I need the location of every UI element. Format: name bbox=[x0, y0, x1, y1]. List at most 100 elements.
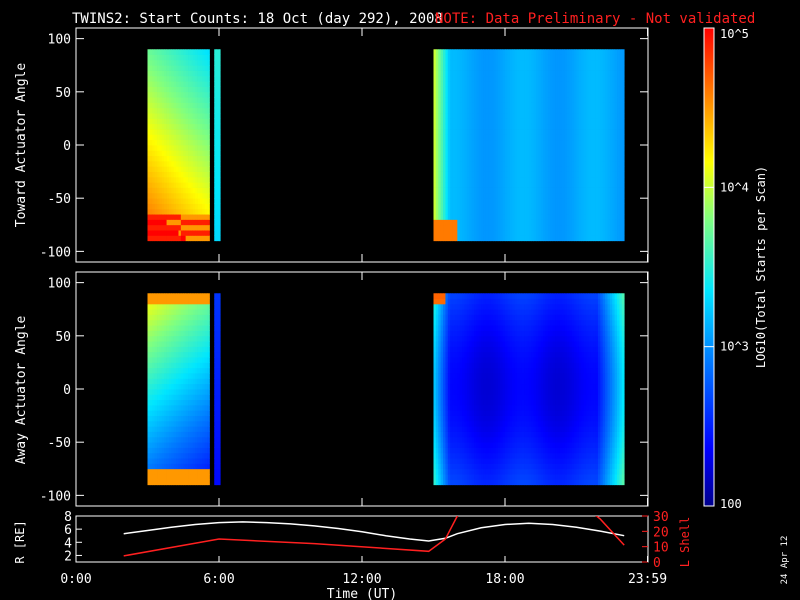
heatmap-cell bbox=[574, 166, 577, 172]
heatmap-cell bbox=[450, 198, 453, 204]
heatmap-cell bbox=[600, 192, 604, 199]
heatmap-cell bbox=[166, 330, 170, 337]
heatmap-cell bbox=[481, 59, 484, 66]
heatmap-cell bbox=[173, 214, 177, 220]
heatmap-cell bbox=[507, 49, 511, 55]
heatmap-cell bbox=[450, 86, 453, 93]
heatmap-cell bbox=[576, 97, 580, 103]
heatmap-cell bbox=[462, 187, 465, 194]
heatmap-cell bbox=[600, 97, 604, 103]
heatmap-cell bbox=[490, 59, 494, 66]
heatmap-cell bbox=[161, 351, 165, 358]
heatmap-cell bbox=[154, 410, 158, 416]
heatmap-cell bbox=[481, 65, 484, 71]
heatmap-cell bbox=[597, 155, 601, 162]
heatmap-cell bbox=[202, 70, 206, 77]
heatmap-cell bbox=[173, 319, 177, 326]
heatmap-cell bbox=[514, 134, 518, 141]
heatmap-cell bbox=[435, 139, 439, 146]
heatmap-cell bbox=[152, 166, 156, 172]
heatmap-cell bbox=[176, 309, 179, 315]
heatmap-cell bbox=[166, 378, 170, 385]
heatmap-cell bbox=[583, 59, 587, 66]
heatmap-cell bbox=[204, 426, 208, 432]
heatmap-cell bbox=[171, 97, 175, 103]
heatmap-cell bbox=[147, 404, 151, 411]
heatmap-cell bbox=[161, 431, 165, 438]
heatmap-cell bbox=[512, 75, 515, 82]
heatmap-cell bbox=[583, 54, 587, 61]
heatmap-cell bbox=[219, 86, 221, 93]
heatmap-cell bbox=[214, 91, 218, 98]
heatmap-cell bbox=[597, 208, 601, 215]
heatmap-cell bbox=[171, 203, 175, 210]
heatmap-cell bbox=[147, 75, 151, 82]
heatmap-cell bbox=[164, 399, 167, 406]
heatmap-cell bbox=[149, 341, 153, 347]
heatmap-cell bbox=[597, 150, 601, 157]
heatmap-cell bbox=[540, 230, 544, 236]
heatmap-cell bbox=[600, 235, 604, 242]
heatmap-cell bbox=[147, 357, 151, 363]
heatmap-cell bbox=[605, 187, 608, 194]
heatmap-cell bbox=[614, 59, 618, 66]
heatmap-cell bbox=[185, 235, 189, 242]
heatmap-cell bbox=[524, 65, 527, 71]
heatmap-cell bbox=[507, 107, 511, 114]
heatmap-cell bbox=[524, 160, 527, 167]
heatmap-cell bbox=[164, 442, 167, 448]
heatmap-cell bbox=[147, 203, 151, 210]
heatmap-cell bbox=[602, 49, 606, 55]
heatmap-cell bbox=[540, 187, 544, 194]
heatmap-cell bbox=[166, 341, 170, 347]
heatmap-cell bbox=[545, 54, 549, 61]
heatmap-cell bbox=[521, 203, 525, 210]
heatmap-cell bbox=[173, 107, 177, 114]
heatmap-cell bbox=[166, 420, 170, 427]
heatmap-cell bbox=[147, 192, 151, 199]
heatmap-cell bbox=[500, 235, 504, 242]
heatmap-cell bbox=[588, 107, 592, 114]
heatmap-cell bbox=[440, 155, 444, 162]
heatmap-cell bbox=[512, 176, 515, 183]
heatmap-cell bbox=[564, 139, 568, 146]
heatmap-cell bbox=[507, 208, 511, 215]
heatmap-cell bbox=[159, 293, 163, 299]
heatmap-cell bbox=[483, 176, 487, 183]
heatmap-cell bbox=[526, 155, 530, 162]
heatmap-cell bbox=[216, 378, 220, 385]
heatmap-cell bbox=[619, 102, 623, 109]
heatmap-cell bbox=[161, 134, 165, 141]
heatmap-cell bbox=[216, 123, 220, 130]
heatmap-cell bbox=[199, 198, 203, 204]
heatmap-cell bbox=[192, 182, 196, 188]
heatmap-cell bbox=[457, 150, 461, 157]
heatmap-cell bbox=[180, 160, 184, 167]
heatmap-cell bbox=[564, 118, 568, 125]
heatmap-cell bbox=[207, 373, 210, 379]
heatmap-cell bbox=[204, 341, 208, 347]
heatmap-cell bbox=[214, 298, 218, 305]
heatmap-cell bbox=[559, 160, 563, 167]
heatmap-cell bbox=[488, 102, 492, 109]
heatmap-cell bbox=[188, 410, 191, 416]
heatmap-cell bbox=[207, 362, 210, 369]
heatmap-cell bbox=[199, 442, 203, 448]
heatmap-cell bbox=[478, 230, 482, 236]
heatmap-cell bbox=[214, 134, 218, 141]
heatmap-cell bbox=[528, 118, 532, 125]
heatmap-cell bbox=[588, 150, 592, 157]
heatmap-cell bbox=[459, 54, 463, 61]
heatmap-cell bbox=[609, 54, 613, 61]
heatmap-cell bbox=[516, 160, 520, 167]
heatmap-cell bbox=[478, 129, 482, 135]
heatmap-cell bbox=[609, 224, 613, 231]
heatmap-cell bbox=[507, 65, 511, 71]
heatmap-cell bbox=[559, 192, 563, 199]
heatmap-cell bbox=[450, 192, 453, 199]
heatmap-cell bbox=[512, 171, 515, 178]
heatmap-cell bbox=[519, 224, 523, 231]
heatmap-cell bbox=[176, 145, 179, 151]
heatmap-cell bbox=[555, 230, 558, 236]
heatmap-cell bbox=[199, 123, 203, 130]
